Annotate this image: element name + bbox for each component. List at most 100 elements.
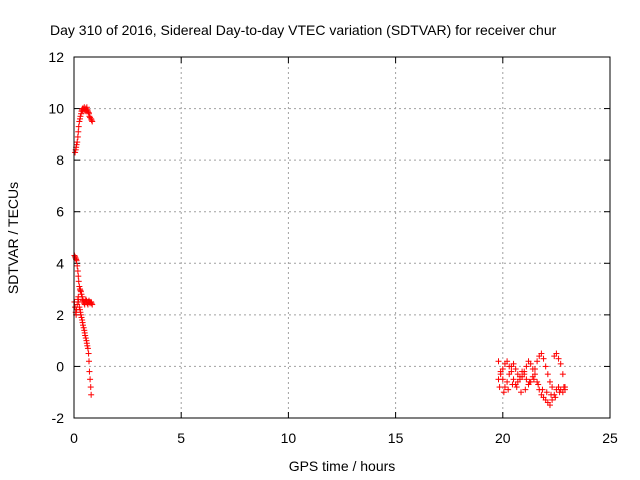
data-point — [504, 378, 511, 385]
y-tick-label: 0 — [56, 358, 64, 374]
data-point — [539, 386, 546, 393]
data-point — [75, 278, 82, 285]
data-point — [516, 373, 523, 380]
data-point — [89, 301, 96, 308]
data-point — [73, 141, 80, 148]
data-point — [77, 311, 84, 318]
data-point — [496, 384, 503, 391]
data-point — [74, 262, 81, 269]
data-point — [529, 373, 536, 380]
data-point — [84, 345, 91, 352]
data-point — [72, 253, 79, 260]
data-point — [82, 296, 89, 303]
data-point — [76, 118, 83, 125]
data-point — [74, 133, 81, 140]
data-point — [526, 378, 533, 385]
data-point — [86, 358, 93, 365]
data-point — [504, 358, 511, 365]
data-point — [530, 376, 537, 383]
data-point — [80, 324, 87, 331]
y-tick-label: 12 — [48, 49, 64, 65]
data-point — [89, 118, 96, 125]
data-point — [509, 381, 516, 388]
data-point — [506, 363, 513, 370]
data-point — [87, 376, 94, 383]
data-point — [74, 268, 81, 275]
data-point — [534, 358, 541, 365]
plot-frame — [73, 56, 611, 419]
data-point — [495, 376, 502, 383]
data-point — [534, 378, 541, 385]
x-tick-label: 25 — [602, 430, 618, 446]
data-point — [85, 350, 92, 357]
data-point — [549, 384, 556, 391]
data-point — [531, 366, 538, 373]
data-point — [513, 384, 520, 391]
data-point — [75, 293, 82, 300]
data-point — [538, 350, 545, 357]
data-point — [501, 384, 508, 391]
y-tick-label: 4 — [56, 255, 64, 271]
data-point — [76, 304, 83, 311]
data-point — [518, 389, 525, 396]
data-point — [535, 381, 542, 388]
data-point — [80, 322, 87, 329]
data-point — [510, 360, 517, 367]
chart-title: Day 310 of 2016, Sidereal Day-to-day VTE… — [50, 22, 557, 38]
data-point — [543, 389, 550, 396]
data-point — [75, 128, 82, 135]
y-axis-label: SDTVAR / TECUs — [5, 182, 21, 294]
x-axis-label: GPS time / hours — [289, 458, 396, 474]
data-point — [76, 283, 83, 290]
data-point — [75, 273, 82, 280]
grid — [74, 57, 610, 418]
data-point — [78, 291, 85, 298]
data-point — [540, 355, 547, 362]
data-point — [88, 391, 95, 398]
data-point — [522, 386, 529, 393]
data-point — [72, 149, 79, 156]
data-point — [500, 389, 507, 396]
data-point — [77, 288, 84, 295]
data-point — [523, 363, 530, 370]
data-point — [542, 363, 549, 370]
data-point — [556, 389, 563, 396]
data-point — [508, 368, 515, 375]
data-point — [552, 394, 559, 401]
data-point — [82, 332, 89, 339]
x-tick-label: 5 — [177, 430, 185, 446]
data-point — [84, 108, 91, 115]
y-tick-label: 6 — [56, 204, 64, 220]
data-point — [74, 139, 81, 146]
data-point — [527, 360, 534, 367]
y-tick-label: 10 — [48, 101, 64, 117]
data-point — [560, 384, 567, 391]
y-tick-label: 2 — [56, 307, 64, 323]
y-tick-label: 8 — [56, 152, 64, 168]
data-points — [71, 104, 568, 409]
x-tick-label: 20 — [495, 430, 511, 446]
data-point — [553, 350, 560, 357]
data-point — [514, 378, 521, 385]
data-point — [84, 342, 91, 349]
data-point — [559, 371, 566, 378]
data-point — [87, 384, 94, 391]
data-point — [497, 371, 504, 378]
data-point — [521, 371, 528, 378]
data-point — [505, 386, 512, 393]
data-point — [78, 314, 85, 321]
data-point — [88, 117, 95, 124]
data-point — [75, 298, 82, 305]
data-point — [555, 355, 562, 362]
data-point — [523, 376, 530, 383]
data-point — [75, 123, 82, 130]
x-tick-label: 15 — [388, 430, 404, 446]
x-tick-label: 0 — [70, 430, 78, 446]
x-tick-label: 10 — [281, 430, 297, 446]
data-point — [84, 106, 91, 113]
data-point — [88, 300, 95, 307]
data-point — [82, 335, 89, 342]
data-point — [77, 113, 84, 120]
data-point — [548, 391, 555, 398]
